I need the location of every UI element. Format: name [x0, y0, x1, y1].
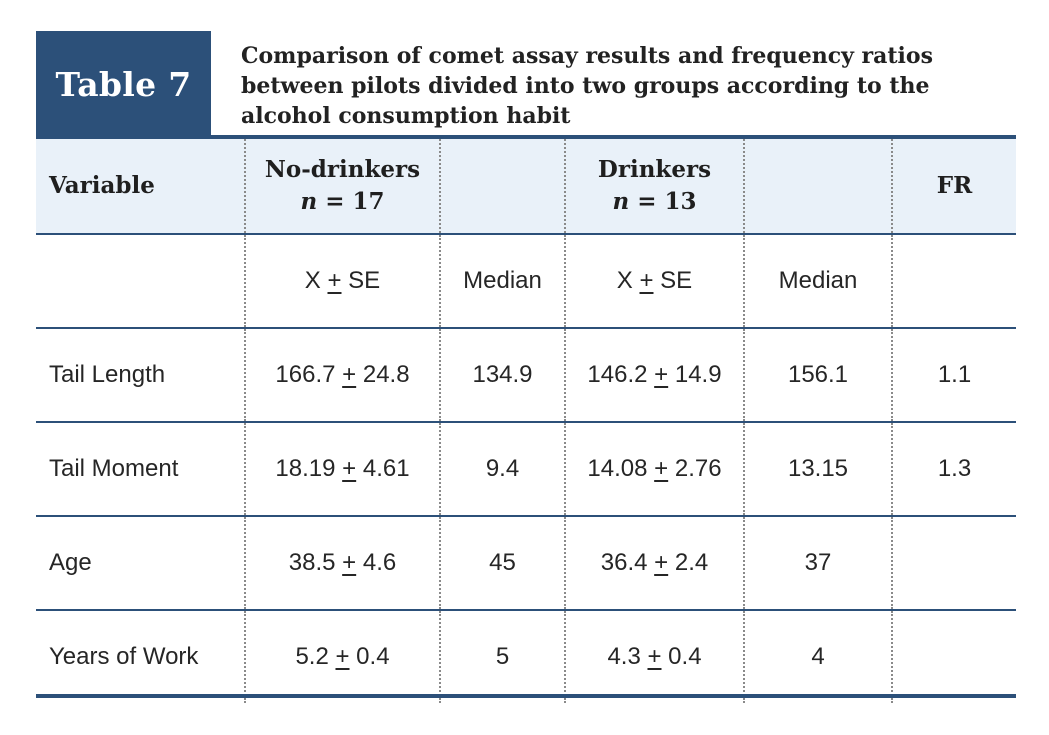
plus-minus-symbol: +: [639, 267, 654, 294]
header-drinkers-name: Drinkers: [597, 156, 712, 183]
variable-cell: Years of Work: [36, 609, 245, 703]
header-no-drinkers-name: No-drinkers: [264, 156, 421, 183]
plus-minus-symbol: +: [654, 549, 669, 576]
data-table: Variable No-drinkers n = 17 Drinkers n =…: [36, 139, 1016, 703]
fr-cell: [891, 609, 1016, 703]
header-no-drinkers: No-drinkers n = 17: [244, 139, 440, 234]
drinkers-mean-se-cell: 4.3 + 0.4: [564, 609, 744, 703]
bottom-rule: [36, 694, 1016, 698]
fr-cell: [891, 515, 1016, 610]
drinkers-mean-se-cell: 146.2 + 14.9: [564, 327, 744, 422]
header-variable: Variable: [36, 139, 245, 234]
table-label: Table 7: [36, 31, 211, 138]
subheader-mean-se-2: X + SE: [564, 233, 744, 328]
plus-minus-symbol: +: [342, 361, 357, 388]
table-caption: Comparison of comet assay results and fr…: [241, 43, 933, 129]
plus-minus-symbol: +: [327, 267, 342, 294]
no-drinkers-mean-se-cell: 166.7 + 24.8: [244, 327, 440, 422]
subheader-empty-fr: [891, 233, 1016, 328]
drinkers-median-cell: 13.15: [743, 421, 892, 516]
plus-minus-symbol: +: [342, 455, 357, 482]
drinkers-median-cell: 37: [743, 515, 892, 610]
drinkers-median-cell: 156.1: [743, 327, 892, 422]
subheader-row: X + SE Median X + SE Median: [36, 233, 1016, 328]
header-empty-1: [439, 139, 565, 234]
table-row: Tail Moment 18.19 + 4.61 9.4 14.08 + 2.7…: [36, 421, 1016, 516]
no-drinkers-mean-se-cell: 38.5 + 4.6: [244, 515, 440, 610]
subheader-mean-se-1: X + SE: [244, 233, 440, 328]
header-empty-2: [743, 139, 892, 234]
plus-minus-symbol: +: [654, 361, 669, 388]
header-drinkers: Drinkers n = 13: [564, 139, 744, 234]
drinkers-mean-se-cell: 36.4 + 2.4: [564, 515, 744, 610]
top-rule: [36, 135, 1016, 139]
plus-minus-symbol: +: [647, 643, 662, 670]
plus-minus-symbol: +: [654, 455, 669, 482]
header-row: Variable No-drinkers n = 17 Drinkers n =…: [36, 139, 1016, 234]
header-fr: FR: [891, 139, 1016, 234]
plus-minus-symbol: +: [342, 549, 357, 576]
subheader-empty: [36, 233, 245, 328]
table-row: Tail Length 166.7 + 24.8 134.9 146.2 + 1…: [36, 327, 1016, 422]
table-row: Years of Work 5.2 + 0.4 5 4.3 + 0.4 4: [36, 609, 1016, 703]
subheader-median-2: Median: [743, 233, 892, 328]
no-drinkers-median-cell: 45: [439, 515, 565, 610]
drinkers-median-cell: 4: [743, 609, 892, 703]
header-no-drinkers-n-value: = 17: [317, 188, 385, 215]
header-drinkers-n-value: = 13: [629, 188, 697, 215]
fr-cell: 1.3: [891, 421, 1016, 516]
fr-cell: 1.1: [891, 327, 1016, 422]
table-row: Age 38.5 + 4.6 45 36.4 + 2.4 37: [36, 515, 1016, 610]
variable-cell: Tail Length: [36, 327, 245, 422]
no-drinkers-median-cell: 134.9: [439, 327, 565, 422]
no-drinkers-mean-se-cell: 18.19 + 4.61: [244, 421, 440, 516]
no-drinkers-median-cell: 5: [439, 609, 565, 703]
plus-minus-symbol: +: [335, 643, 350, 670]
header-drinkers-n-symbol: n: [612, 188, 630, 215]
drinkers-mean-se-cell: 14.08 + 2.76: [564, 421, 744, 516]
variable-cell: Tail Moment: [36, 421, 245, 516]
no-drinkers-median-cell: 9.4: [439, 421, 565, 516]
header-no-drinkers-n-symbol: n: [300, 188, 318, 215]
no-drinkers-mean-se-cell: 5.2 + 0.4: [244, 609, 440, 703]
variable-cell: Age: [36, 515, 245, 610]
subheader-median-1: Median: [439, 233, 565, 328]
